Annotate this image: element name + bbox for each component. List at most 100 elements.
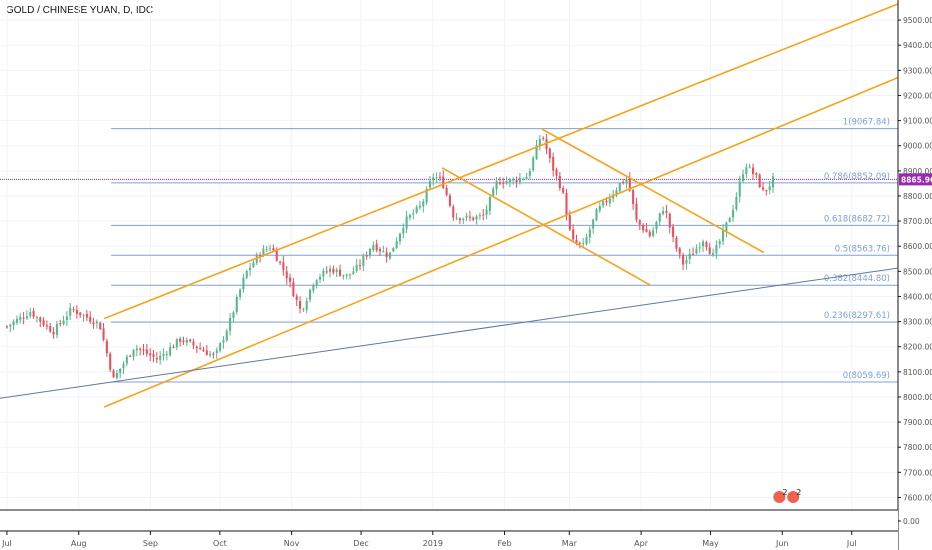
candle: [712, 248, 715, 257]
candle: [52, 327, 55, 339]
candle: [355, 258, 358, 273]
candle: [132, 349, 135, 361]
x-tick-label: Sep: [143, 539, 158, 548]
candle-body: [362, 256, 365, 266]
candle: [229, 312, 232, 336]
candle-body: [12, 321, 15, 326]
candle-body: [588, 229, 591, 238]
candle-body: [332, 268, 335, 273]
candle: [309, 288, 312, 303]
candle-body: [395, 241, 398, 248]
candle: [761, 181, 765, 192]
candle: [558, 172, 561, 191]
candle-body: [125, 356, 128, 364]
candle: [705, 240, 708, 251]
candle: [169, 342, 172, 357]
trend-line-descending-upper[interactable]: [541, 128, 765, 254]
candle-body: [462, 218, 465, 221]
candle-body: [712, 253, 715, 255]
candle: [302, 307, 305, 312]
candle-body: [155, 357, 158, 360]
event-marker[interactable]: 2: [787, 488, 801, 503]
y-tick-label: 8500.00: [903, 267, 932, 276]
candle-body: [159, 355, 162, 360]
candle-body: [445, 187, 448, 195]
x-tick-label: Mar: [562, 539, 578, 548]
candle: [758, 173, 761, 189]
trend-line-channel-upper[interactable]: [103, 0, 914, 320]
candle-body: [498, 182, 501, 184]
candle: [748, 163, 751, 169]
candle-body: [678, 248, 681, 254]
candle: [392, 247, 395, 253]
candle-body: [755, 173, 758, 175]
candle-body: [652, 230, 655, 236]
candle-body: [502, 182, 505, 184]
candle-body: [352, 271, 355, 274]
trend-line-descending-lower[interactable]: [441, 167, 651, 286]
trend-lines[interactable]: [0, 0, 915, 408]
trend-line-channel-lower[interactable]: [103, 70, 915, 408]
candle-body: [335, 269, 338, 273]
candle: [59, 319, 62, 327]
candle: [592, 218, 595, 234]
candle-body: [695, 248, 698, 254]
trend-line-support[interactable]: [0, 267, 899, 399]
candle-body: [229, 318, 232, 331]
candle: [662, 206, 665, 216]
candle: [588, 226, 591, 244]
candle: [765, 189, 768, 196]
current-price-tag: [899, 173, 932, 186]
fib-level-label: 0.786(8852.09): [824, 172, 890, 182]
candle-body: [582, 243, 585, 245]
candle-body: [478, 215, 481, 217]
candle-body: [42, 320, 45, 326]
candle-body: [322, 270, 325, 277]
y-tick-label: 8400.00: [903, 292, 932, 301]
candle: [79, 311, 82, 318]
candle: [555, 167, 558, 181]
candle-body: [25, 316, 28, 319]
candle: [738, 175, 741, 203]
candle-body: [465, 215, 468, 218]
candle: [162, 348, 165, 361]
candle: [338, 264, 342, 277]
candle: [122, 361, 125, 375]
candle: [402, 223, 405, 239]
event-marker[interactable]: 2: [773, 488, 787, 503]
candle-body: [219, 343, 222, 351]
candle-body: [635, 203, 638, 220]
candle: [425, 186, 428, 206]
candle: [245, 269, 248, 280]
fib-level-label: 0.618(8682.72): [824, 214, 890, 224]
candle: [322, 268, 325, 282]
candle-body: [735, 197, 738, 209]
candle-body: [442, 176, 445, 188]
candle: [85, 309, 88, 321]
candle-body: [592, 219, 595, 229]
candle-body: [9, 324, 12, 327]
candle-body: [595, 209, 598, 221]
candle: [145, 343, 148, 357]
fib-level-label: 1(9067.84): [843, 118, 890, 128]
candle-body: [662, 211, 665, 214]
fibonacci-retracement[interactable]: 1(9067.84) 0.786(8852.09) 0.618(8682.72) 0.…: [0, 118, 898, 383]
candle-body: [428, 180, 431, 188]
y-tick-label: 8100.00: [903, 368, 932, 377]
candle: [312, 283, 315, 294]
candle-body: [688, 253, 691, 259]
y-tick-label: 9300.00: [903, 66, 932, 75]
x-tick-label: Feb: [497, 539, 511, 548]
candle: [492, 186, 495, 197]
candle-body: [292, 282, 295, 296]
candle: [249, 262, 252, 276]
candle: [668, 212, 671, 234]
candle: [172, 344, 175, 349]
candle: [332, 265, 335, 275]
candle: [342, 274, 345, 280]
candle-body: [289, 277, 292, 282]
candle-body: [432, 177, 435, 181]
